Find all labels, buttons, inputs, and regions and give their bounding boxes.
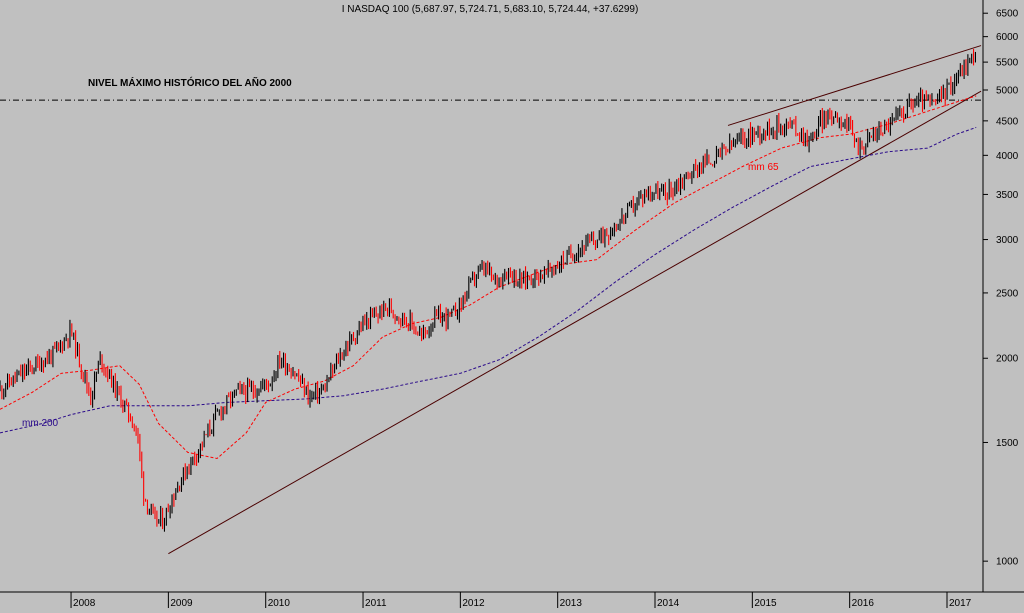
- chart-title: I NASDAQ 100 (5,687.97, 5,724.71, 5,683.…: [342, 4, 639, 15]
- mm200-line: [0, 126, 977, 434]
- y-axis-panel: [983, 0, 1024, 608]
- x-tick-label: 2016: [852, 598, 875, 608]
- x-tick-label: 2013: [560, 598, 583, 608]
- y-tick-label: 5500: [996, 58, 1019, 69]
- y-tick-label: 4000: [996, 151, 1019, 162]
- x-tick-label: 2010: [268, 598, 291, 608]
- x-tick-label: 2015: [754, 598, 777, 608]
- mm65-label: mm 65: [748, 162, 779, 173]
- trendline-2: [727, 45, 982, 126]
- y-tick-label: 1000: [996, 557, 1019, 568]
- y-tick-label: 6500: [996, 9, 1019, 20]
- y-tick-label: 5000: [996, 86, 1019, 97]
- x-tick-label: 2009: [170, 598, 193, 608]
- y-tick-label: 2000: [996, 354, 1019, 365]
- x-tick-label: 2012: [462, 598, 485, 608]
- y-tick-label: 3500: [996, 190, 1019, 201]
- y-tick-label: 3000: [996, 235, 1019, 246]
- x-tick-label: 2014: [657, 598, 680, 608]
- x-tick-label: 2008: [73, 598, 96, 608]
- trendline-1: [168, 90, 982, 555]
- mm200-label: mm 200: [22, 418, 59, 429]
- y-tick-label: 2500: [996, 288, 1019, 299]
- mm200-group: [0, 126, 977, 434]
- y-tick-label: 1500: [996, 438, 1019, 449]
- x-tick-label: 2011: [365, 598, 387, 608]
- y-tick-label: 4500: [996, 116, 1019, 127]
- x-tick-label: 2017: [949, 598, 972, 608]
- y-tick-label: 6000: [996, 32, 1019, 43]
- level-annotation: NIVEL MÁXIMO HISTÓRICO DEL AÑO 2000: [88, 76, 292, 89]
- price-bars-group: [0, 48, 976, 532]
- trendline-group: [168, 45, 982, 555]
